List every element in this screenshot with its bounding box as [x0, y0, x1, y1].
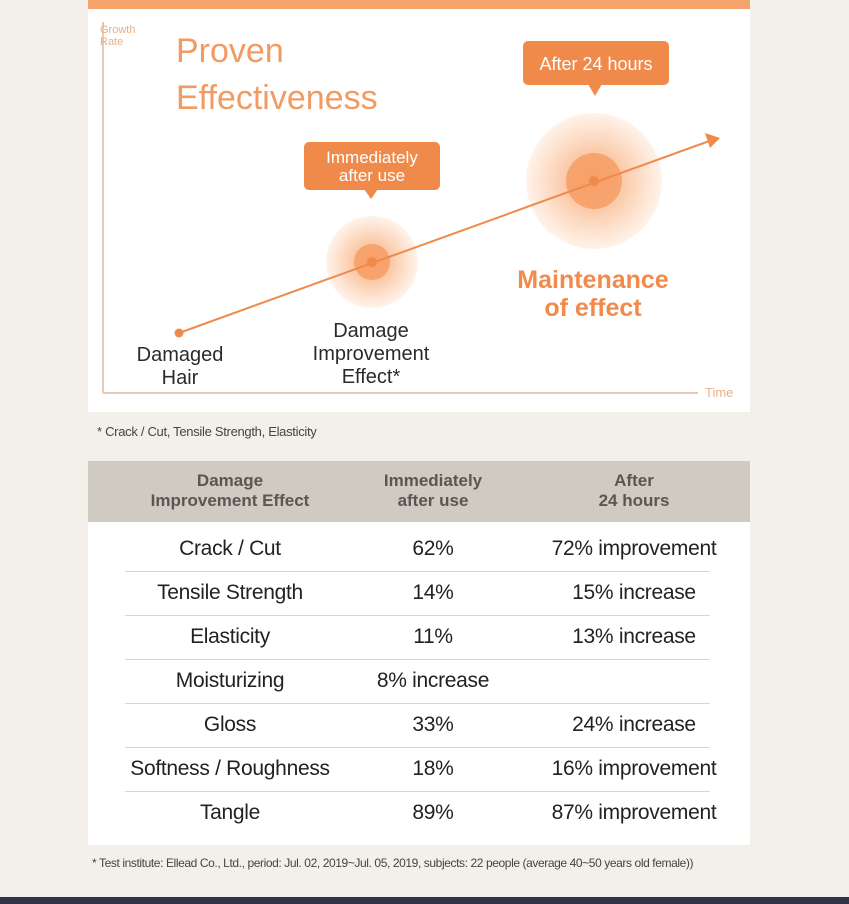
after24-cell: 15% increase [572, 581, 696, 604]
callout-immediately-bg [304, 142, 440, 190]
row-divider [125, 571, 710, 572]
callout-immediately-pointer [364, 189, 378, 199]
after24-cell: 24% increase [572, 713, 696, 736]
point-1-label-line1: Damaged [137, 344, 224, 366]
table-row: Gloss 33% 24% increase [88, 703, 750, 747]
item-cell: Crack / Cut [179, 537, 281, 560]
after24-cell: 72% improvement [551, 537, 717, 560]
row-divider [125, 703, 710, 704]
item-cell: Elasticity [190, 625, 270, 648]
item-cell: Softness / Roughness [130, 757, 330, 780]
table-row: Softness / Roughness 18% 16% improvement [88, 747, 750, 791]
trend-arrow-head [705, 133, 720, 148]
point-2-label-line3: Effect* [342, 366, 401, 388]
row-divider [125, 659, 710, 660]
bottom-bar [0, 897, 849, 904]
immediate-cell: 89% [412, 801, 454, 824]
point-1-label-line2: Hair [162, 367, 199, 389]
point-2 [367, 257, 377, 267]
table-row: Moisturizing 8% increase [88, 659, 750, 703]
table-row: Crack / Cut 62% 72% improvement [88, 527, 750, 571]
table-row: Tensile Strength 14% 15% increase [88, 571, 750, 615]
y-axis-label-line1: Growth [100, 24, 135, 36]
header-damage-improvement: Damage Improvement Effect [150, 471, 310, 510]
immediate-cell: 8% increase [376, 669, 490, 692]
header-immediately: Immediately after use [383, 471, 483, 510]
table-header: Damage Improvement Effect Immediately af… [88, 461, 750, 522]
item-cell: Tangle [199, 801, 261, 824]
point-3 [589, 176, 599, 186]
point-3-label-line2: of effect [544, 294, 642, 322]
row-divider [125, 615, 710, 616]
point-1 [174, 328, 184, 338]
after24-cell: 87% improvement [551, 801, 717, 824]
row-divider [125, 791, 710, 792]
effectiveness-chart: Growth Rate Time Proven Effectiveness Im… [100, 22, 733, 400]
table-row: Tangle 89% 87% improvement [88, 791, 750, 835]
trend-line [178, 139, 713, 334]
y-axis-label-line2: Rate [100, 36, 123, 48]
callout-immediately-line1: Immediately [326, 148, 418, 167]
after24-cell: 16% improvement [551, 757, 717, 780]
callout-immediately-line2: after use [339, 166, 405, 185]
immediate-cell: 62% [412, 537, 454, 560]
immediate-cell: 11% [413, 625, 453, 648]
chart-title-line1: Proven [176, 32, 284, 70]
effect-table: Damage Improvement Effect Immediately af… [88, 461, 750, 845]
point-3-label-line1: Maintenance [517, 266, 669, 294]
immediate-cell: 33% [412, 713, 454, 736]
header-after-24h: After 24 hours [598, 471, 670, 510]
after24-cell [513, 659, 755, 703]
immediate-cell: 14% [412, 581, 454, 604]
row-divider [125, 747, 710, 748]
point-2-label-line2: Improvement [313, 343, 430, 365]
immediate-cell: 18% [412, 757, 454, 780]
item-cell: Gloss [203, 713, 257, 736]
table-row: Elasticity 11% 13% increase [88, 615, 750, 659]
x-axis-label: Time [705, 385, 733, 400]
point-2-label-line1: Damage [333, 320, 409, 342]
after24-cell: 13% increase [572, 625, 696, 648]
item-cell: Moisturizing [175, 669, 285, 692]
callout-after24-text: After 24 hours [539, 54, 652, 74]
callout-after24-bg [523, 41, 669, 85]
callout-after24-pointer [588, 84, 602, 96]
test-institute-footnote: * Test institute: Ellead Co., Ltd., peri… [92, 856, 694, 870]
chart-title-line2: Effectiveness [176, 79, 378, 117]
item-cell: Tensile Strength [157, 581, 303, 604]
effectiveness-chart-card: Growth Rate Time Proven Effectiveness Im… [88, 0, 750, 412]
chart-footnote: * Crack / Cut, Tensile Strength, Elastic… [97, 424, 317, 439]
